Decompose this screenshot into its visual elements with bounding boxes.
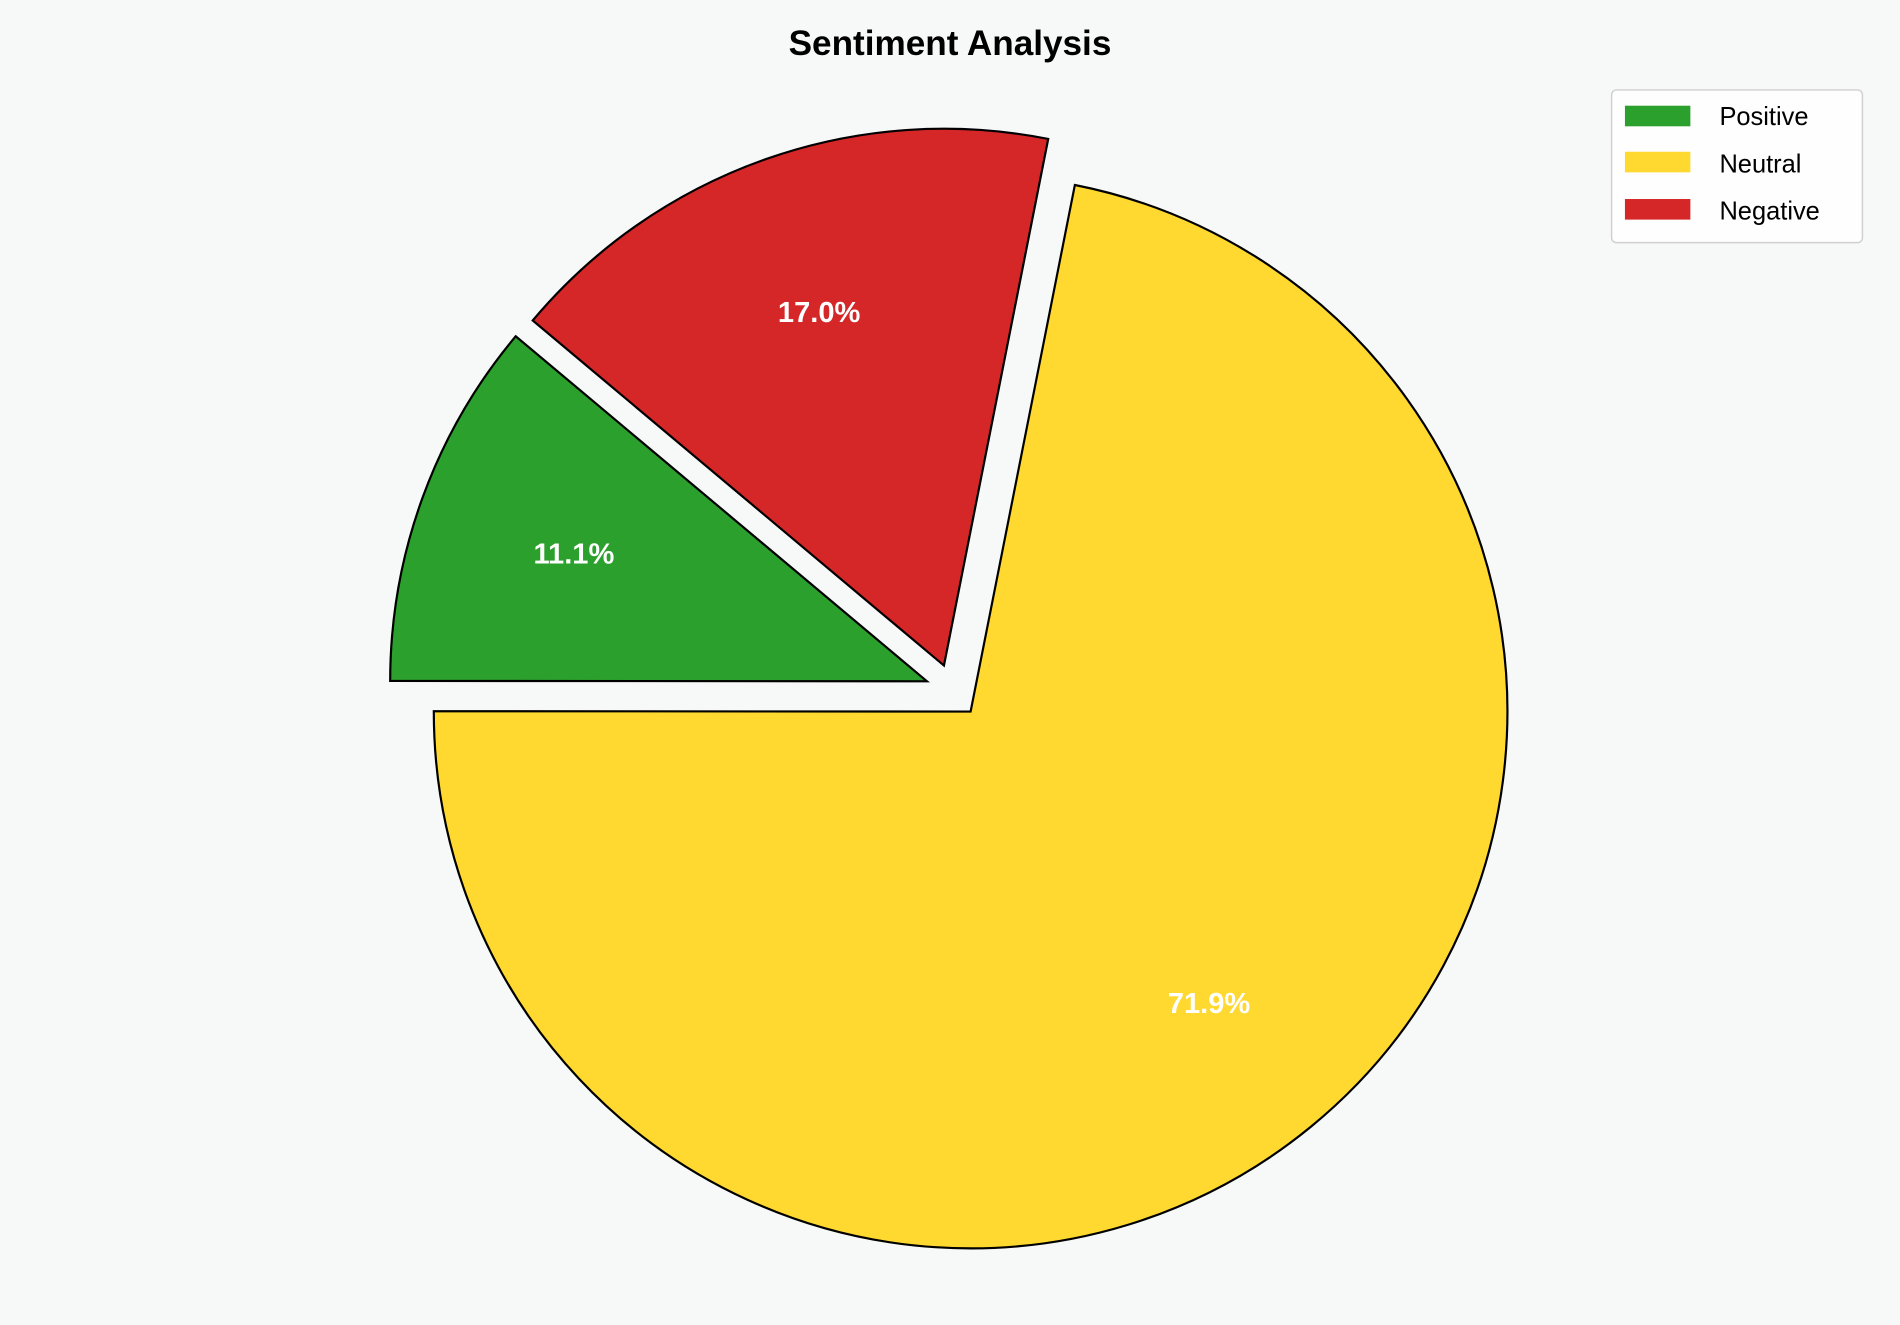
pct-label-negative: 17.0% <box>778 297 861 329</box>
legend-label-negative: Negative <box>1719 198 1819 226</box>
legend-swatch-negative <box>1624 199 1691 220</box>
legend: Positive Neutral Negative <box>1610 89 1864 244</box>
pie-slice-positive <box>389 334 930 683</box>
chart-title: Sentiment Analysis <box>789 24 1112 63</box>
legend-label-neutral: Neutral <box>1719 150 1801 178</box>
legend-label-positive: Positive <box>1719 103 1808 131</box>
pct-label-neutral: 71.9% <box>1168 988 1251 1020</box>
legend-swatch-neutral <box>1624 151 1691 173</box>
pie-slice-neutral <box>432 183 1509 1250</box>
pie-slice-negative <box>531 127 1050 668</box>
pct-label-positive: 11.1% <box>533 539 614 571</box>
legend-swatch-positive <box>1624 105 1691 127</box>
